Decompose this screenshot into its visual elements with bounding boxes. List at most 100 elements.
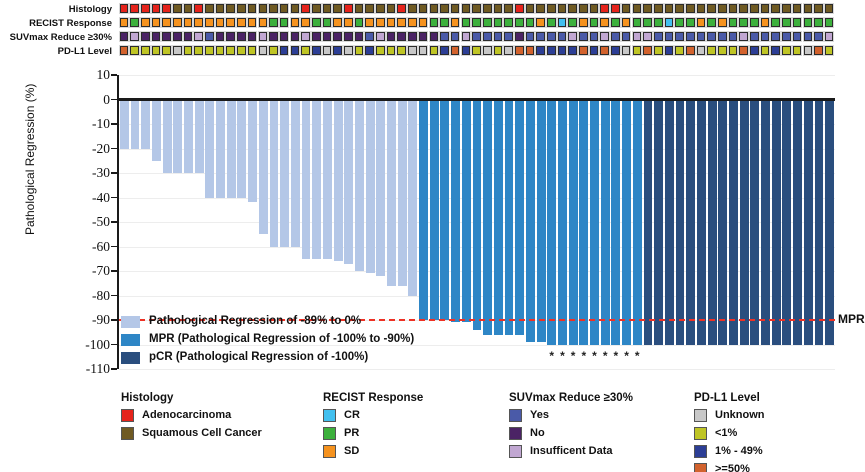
y-tick-mark [111, 172, 117, 174]
regression-bar [355, 99, 364, 271]
annotation-square [643, 31, 652, 41]
legend-swatch [323, 409, 336, 422]
annotation-square [333, 17, 342, 27]
annotation-square [226, 31, 236, 41]
annotation-square [162, 31, 171, 41]
annotation-square [664, 4, 674, 13]
regression-bar [515, 99, 525, 335]
annotation-square [760, 31, 770, 41]
legend-label: No [530, 427, 545, 439]
significance-asterisk: * [549, 348, 555, 363]
annotation-square [418, 45, 428, 55]
legend-label: Adenocarcinoma [142, 409, 232, 421]
annotation-square [504, 4, 513, 13]
annotation-square [140, 17, 150, 27]
annotation-square [728, 4, 738, 13]
annotation-square [354, 4, 364, 13]
legend-group: SUVmax Reduce ≥30% Yes No Insufficent Data [509, 392, 633, 462]
legend-swatch [509, 445, 522, 458]
annotation-square [515, 31, 524, 41]
annotation-square [237, 31, 246, 41]
annotation-square [301, 31, 310, 41]
annotation-square [247, 4, 257, 13]
annotation-square [344, 45, 353, 55]
annotation-square [739, 4, 748, 13]
annotation-square [557, 31, 567, 41]
annotation-square [611, 45, 620, 55]
annotation-square [696, 4, 706, 13]
annotation-square [728, 31, 738, 41]
annotation-square [728, 45, 738, 55]
y-tick-label: 10 [96, 67, 111, 82]
annotation-square [771, 31, 781, 41]
regression-bar [664, 99, 674, 345]
annotation-square [258, 4, 268, 13]
annotation-square [119, 31, 129, 41]
annotation-square [536, 45, 545, 55]
annotation-square [311, 4, 321, 13]
regression-bar [611, 99, 621, 345]
annotation-square [568, 31, 577, 41]
annotation-square [718, 45, 727, 55]
annotation-square [301, 45, 310, 55]
annotation-square [621, 4, 631, 13]
legend-item: <1% [694, 426, 760, 444]
annotation-square [750, 45, 759, 55]
significance-asterisk: * [634, 348, 640, 363]
significance-asterisk: * [602, 348, 608, 363]
regression-bar [493, 99, 503, 335]
annotation-square [493, 17, 503, 27]
legend-swatch [509, 409, 522, 422]
annotation-square [782, 17, 791, 27]
legend-group: RECIST Response CR PR SD [323, 392, 423, 462]
regression-bar [333, 99, 343, 262]
regression-bar [718, 99, 728, 345]
annotation-square [397, 4, 407, 13]
legend-label: Squamous Cell Cancer [142, 427, 262, 439]
annotation-square [750, 31, 759, 41]
legend-item: Yes [509, 408, 633, 426]
legend-title: RECIST Response [323, 392, 424, 404]
annotation-square [237, 17, 246, 27]
annotation-square [290, 4, 300, 13]
legend-item: PR [323, 426, 423, 444]
annotation-square [824, 31, 834, 41]
annotation-square [803, 45, 813, 55]
legend-swatch [323, 445, 336, 458]
annotation-square [685, 45, 695, 55]
annotation-square [579, 4, 588, 13]
legend-swatch [121, 334, 140, 346]
legend-item: SD [323, 444, 423, 462]
significance-asterisk: * [570, 348, 576, 363]
annotation-square [792, 31, 802, 41]
legend-label: <1% [715, 427, 738, 439]
annotation-square [600, 17, 610, 27]
annotation-square [194, 31, 203, 41]
annotation-square [215, 45, 225, 55]
legend-item: Adenocarcinoma [121, 408, 231, 426]
annotation-square [461, 4, 471, 13]
annotation-square [183, 17, 193, 27]
legend-swatch [121, 352, 140, 364]
annotation-square [760, 4, 770, 13]
annotation-square [472, 17, 481, 27]
annotation-square [258, 17, 268, 27]
y-tick-mark [111, 98, 117, 101]
annotation-square [750, 4, 759, 13]
annotation-square [205, 4, 214, 13]
annotation-square [440, 31, 449, 41]
annotation-square [183, 4, 193, 13]
annotation-square [429, 4, 439, 13]
regression-bar [419, 99, 428, 320]
annotation-square [589, 17, 599, 27]
annotation-square [675, 17, 684, 27]
y-tick-label: -110 [85, 361, 110, 376]
annotation-square [151, 4, 161, 13]
regression-bar [461, 99, 471, 323]
regression-bar [184, 99, 193, 173]
annotation-square [376, 4, 385, 13]
annotation-square [739, 17, 748, 27]
annotation-square [354, 17, 364, 27]
annotation-square [814, 31, 823, 41]
y-tick-label: -20 [92, 140, 110, 156]
